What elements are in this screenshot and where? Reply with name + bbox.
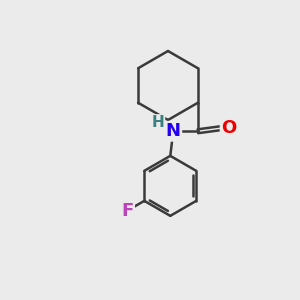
Text: O: O: [221, 119, 236, 137]
Text: F: F: [121, 202, 134, 220]
Text: H: H: [151, 115, 164, 130]
Text: N: N: [166, 122, 181, 140]
